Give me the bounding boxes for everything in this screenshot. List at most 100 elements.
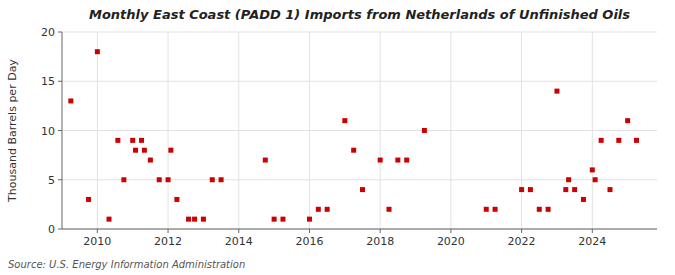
x-tick-label: 2010: [83, 235, 111, 248]
x-tick-label: 2014: [225, 235, 253, 248]
x-axis-line: [62, 229, 657, 230]
point: [342, 118, 347, 123]
point: [581, 197, 586, 202]
x-tick: [97, 229, 98, 233]
grid-line-x: [380, 32, 381, 229]
x-tick-label: 2022: [508, 235, 536, 248]
y-tick: [58, 130, 62, 131]
point: [607, 187, 612, 192]
point: [528, 187, 533, 192]
point: [351, 148, 356, 153]
source: Source: U.S. Energy Information Administ…: [8, 259, 245, 270]
point: [219, 177, 224, 182]
point: [378, 158, 383, 163]
point: [537, 207, 542, 212]
point: [572, 187, 577, 192]
x-tick: [238, 229, 239, 233]
point: [554, 89, 559, 94]
point: [139, 138, 144, 143]
point: [316, 207, 321, 212]
point: [86, 197, 91, 202]
point: [634, 138, 639, 143]
x-tick-label: 2020: [437, 235, 465, 248]
x-tick: [380, 229, 381, 233]
y-tick: [58, 32, 62, 33]
y-tick-label: 20: [41, 26, 55, 39]
chart-container: 2010201220142016201820202022202405101520…: [0, 0, 675, 275]
x-tick: [521, 229, 522, 233]
points: [68, 49, 639, 221]
x-tick-label: 2016: [295, 235, 323, 248]
point: [201, 217, 206, 222]
point: [166, 177, 171, 182]
point: [142, 148, 147, 153]
point: [493, 207, 498, 212]
grid-line-x: [168, 32, 169, 229]
page: {"chart_data": {"type": "scatter", "titl…: [0, 0, 675, 275]
x-tick: [309, 229, 310, 233]
chart: 2010201220142016201820202022202405101520…: [0, 0, 675, 275]
point: [546, 207, 551, 212]
grid-line-x: [238, 32, 239, 229]
grid: [62, 32, 657, 229]
point: [599, 138, 604, 143]
point: [148, 158, 153, 163]
point: [519, 187, 524, 192]
point: [307, 217, 312, 222]
y-tick: [58, 179, 62, 180]
point: [133, 148, 138, 153]
point: [422, 128, 427, 133]
point: [566, 177, 571, 182]
point: [590, 167, 595, 172]
y-tick-label: 10: [41, 125, 55, 138]
axes: 2010 2012 2014 2016 2018 2020 2022 2024 0 5 10 15 20: [41, 26, 657, 248]
point: [263, 158, 268, 163]
point: [387, 207, 392, 212]
point: [186, 217, 191, 222]
point: [325, 207, 330, 212]
grid-line-y: [62, 130, 657, 131]
point: [168, 148, 173, 153]
x-tick: [592, 229, 593, 233]
y-tick-label: 0: [48, 223, 55, 236]
title: Monthly East Coast (PADD 1) Imports from…: [89, 7, 630, 22]
point: [95, 49, 100, 54]
point: [395, 158, 400, 163]
point: [107, 217, 112, 222]
grid-line-y: [62, 229, 657, 230]
grid-line-x: [592, 32, 593, 229]
y-axis-label: Thousand Barrels per Day: [6, 59, 19, 203]
point: [404, 158, 409, 163]
x-tick: [450, 229, 451, 233]
y-tick: [58, 229, 62, 230]
point: [360, 187, 365, 192]
point: [174, 197, 179, 202]
point: [484, 207, 489, 212]
point: [625, 118, 630, 123]
point: [192, 217, 197, 222]
x-tick: [168, 229, 169, 233]
grid-line-x: [309, 32, 310, 229]
point: [157, 177, 162, 182]
y-tick-label: 5: [48, 174, 55, 187]
point: [115, 138, 120, 143]
grid-line-x: [97, 32, 98, 229]
grid-line-x: [521, 32, 522, 229]
point: [563, 187, 568, 192]
x-tick-label: 2018: [366, 235, 394, 248]
x-tick-label: 2024: [578, 235, 606, 248]
point: [121, 177, 126, 182]
point: [68, 98, 73, 103]
x-tick-label: 2012: [154, 235, 182, 248]
point: [272, 217, 277, 222]
point: [210, 177, 215, 182]
y-tick-label: 15: [41, 75, 55, 88]
point: [130, 138, 135, 143]
point: [280, 217, 285, 222]
point: [593, 177, 598, 182]
grid-line-y: [62, 32, 657, 33]
point: [616, 138, 621, 143]
grid-line-y: [62, 81, 657, 82]
grid-line-x: [450, 32, 451, 229]
y-tick: [58, 81, 62, 82]
